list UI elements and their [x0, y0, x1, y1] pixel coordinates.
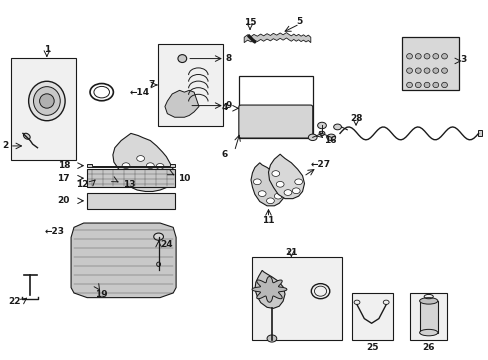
Text: 18: 18 — [58, 161, 70, 170]
Ellipse shape — [432, 68, 438, 73]
Ellipse shape — [23, 133, 30, 139]
Bar — [409, 293, 446, 339]
Text: 28: 28 — [349, 114, 362, 123]
Text: 3: 3 — [459, 55, 466, 64]
Text: ←23: ←23 — [44, 228, 64, 237]
Polygon shape — [92, 173, 103, 180]
Ellipse shape — [40, 94, 54, 108]
Text: ←27: ←27 — [310, 161, 330, 170]
Bar — [419, 301, 437, 333]
Circle shape — [142, 181, 149, 187]
Bar — [157, 44, 223, 126]
Text: 25: 25 — [366, 343, 378, 352]
Text: 2: 2 — [2, 141, 8, 150]
Text: 16: 16 — [323, 136, 336, 145]
Polygon shape — [254, 270, 285, 309]
Circle shape — [152, 181, 160, 186]
Polygon shape — [87, 193, 174, 209]
Text: 22: 22 — [8, 297, 20, 306]
Text: 1: 1 — [43, 45, 50, 54]
Ellipse shape — [423, 82, 429, 87]
Circle shape — [122, 163, 130, 168]
Circle shape — [146, 163, 154, 168]
Text: ←14: ←14 — [129, 87, 149, 96]
Text: 15: 15 — [244, 18, 256, 27]
Circle shape — [274, 193, 282, 199]
Polygon shape — [71, 223, 176, 298]
Ellipse shape — [419, 298, 437, 304]
Bar — [351, 293, 393, 339]
Polygon shape — [87, 169, 174, 187]
Ellipse shape — [441, 68, 447, 73]
Ellipse shape — [406, 68, 411, 73]
Ellipse shape — [29, 81, 65, 121]
Text: 12: 12 — [76, 180, 88, 189]
Text: 4: 4 — [222, 103, 228, 112]
Circle shape — [137, 156, 144, 161]
Circle shape — [319, 131, 324, 135]
Circle shape — [156, 163, 163, 169]
Bar — [401, 37, 458, 90]
Circle shape — [162, 174, 170, 179]
Circle shape — [266, 198, 274, 204]
Text: 6: 6 — [222, 150, 228, 159]
Text: 17: 17 — [58, 174, 70, 183]
Ellipse shape — [423, 54, 429, 59]
Ellipse shape — [441, 54, 447, 59]
Text: 7: 7 — [148, 81, 155, 90]
Circle shape — [258, 191, 265, 197]
Circle shape — [130, 174, 138, 179]
Circle shape — [294, 179, 302, 185]
Text: 5: 5 — [296, 17, 302, 26]
Text: 19: 19 — [95, 289, 108, 298]
Text: 21: 21 — [285, 248, 297, 257]
Text: 20: 20 — [58, 196, 70, 205]
Bar — [239, 76, 313, 138]
Ellipse shape — [432, 54, 438, 59]
Circle shape — [266, 335, 276, 342]
Polygon shape — [113, 134, 174, 192]
Circle shape — [284, 190, 291, 195]
Circle shape — [271, 171, 279, 176]
Circle shape — [317, 122, 325, 129]
Text: 9: 9 — [225, 101, 232, 110]
Circle shape — [276, 185, 284, 191]
Polygon shape — [250, 163, 285, 206]
Ellipse shape — [414, 54, 420, 59]
Bar — [252, 257, 342, 339]
Ellipse shape — [406, 54, 411, 59]
Polygon shape — [252, 276, 286, 302]
Ellipse shape — [419, 329, 437, 336]
Circle shape — [153, 233, 163, 240]
Text: 26: 26 — [422, 343, 434, 352]
Bar — [477, 130, 482, 136]
Ellipse shape — [441, 82, 447, 87]
Ellipse shape — [34, 87, 60, 115]
Circle shape — [253, 179, 261, 185]
Text: 24: 24 — [160, 240, 172, 249]
Ellipse shape — [414, 68, 420, 73]
Polygon shape — [244, 33, 310, 42]
Polygon shape — [87, 164, 174, 167]
Text: 13: 13 — [122, 180, 135, 189]
Text: 10: 10 — [178, 174, 190, 183]
Text: 8: 8 — [225, 54, 231, 63]
Circle shape — [326, 134, 335, 140]
Ellipse shape — [178, 55, 186, 63]
Bar — [11, 58, 76, 160]
Ellipse shape — [432, 82, 438, 87]
Ellipse shape — [406, 82, 411, 87]
FancyBboxPatch shape — [238, 105, 312, 138]
Circle shape — [292, 188, 300, 194]
Polygon shape — [268, 154, 304, 199]
Circle shape — [308, 134, 316, 140]
Circle shape — [276, 181, 284, 187]
Text: 11: 11 — [262, 216, 274, 225]
Polygon shape — [164, 90, 199, 117]
Ellipse shape — [414, 82, 420, 87]
Circle shape — [333, 124, 341, 130]
Ellipse shape — [423, 68, 429, 73]
